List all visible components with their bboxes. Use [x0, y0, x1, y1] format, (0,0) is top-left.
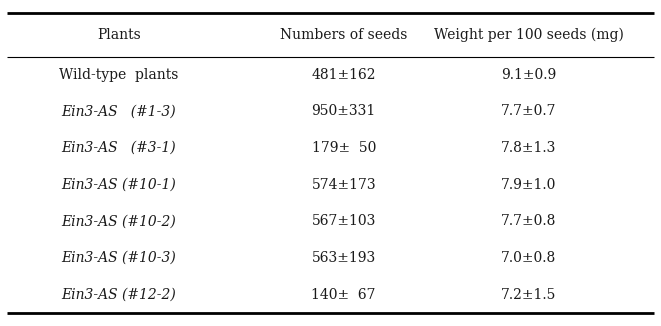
Text: Wild-type  plants: Wild-type plants [59, 68, 178, 82]
Text: Numbers of seeds: Numbers of seeds [280, 28, 407, 42]
Text: 481±162: 481±162 [311, 68, 376, 82]
Text: 9.1±0.9: 9.1±0.9 [501, 68, 557, 82]
Text: 950±331: 950±331 [311, 104, 376, 118]
Text: 567±103: 567±103 [311, 215, 376, 229]
Text: 7.8±1.3: 7.8±1.3 [501, 141, 557, 155]
Text: Plants: Plants [97, 28, 141, 42]
Text: Ein3-AS (#10-1): Ein3-AS (#10-1) [61, 178, 176, 192]
Text: Ein3-AS (#10-2): Ein3-AS (#10-2) [61, 215, 176, 229]
Text: 574±173: 574±173 [311, 178, 376, 192]
Text: Ein3-AS (#10-3): Ein3-AS (#10-3) [61, 251, 176, 265]
Text: 140±  67: 140± 67 [311, 288, 376, 302]
Text: Weight per 100 seeds (mg): Weight per 100 seeds (mg) [434, 28, 624, 42]
Text: Ein3-AS (#12-2): Ein3-AS (#12-2) [61, 288, 176, 302]
Text: 7.7±0.8: 7.7±0.8 [501, 215, 557, 229]
Text: Ein3-AS   (#3-1): Ein3-AS (#3-1) [61, 141, 176, 155]
Text: Ein3-AS   (#1-3): Ein3-AS (#1-3) [61, 104, 176, 118]
Text: 563±193: 563±193 [311, 251, 376, 265]
Text: 7.2±1.5: 7.2±1.5 [501, 288, 557, 302]
Text: 7.7±0.7: 7.7±0.7 [501, 104, 557, 118]
Text: 7.9±1.0: 7.9±1.0 [501, 178, 557, 192]
Text: 179±  50: 179± 50 [311, 141, 376, 155]
Text: 7.0±0.8: 7.0±0.8 [501, 251, 557, 265]
